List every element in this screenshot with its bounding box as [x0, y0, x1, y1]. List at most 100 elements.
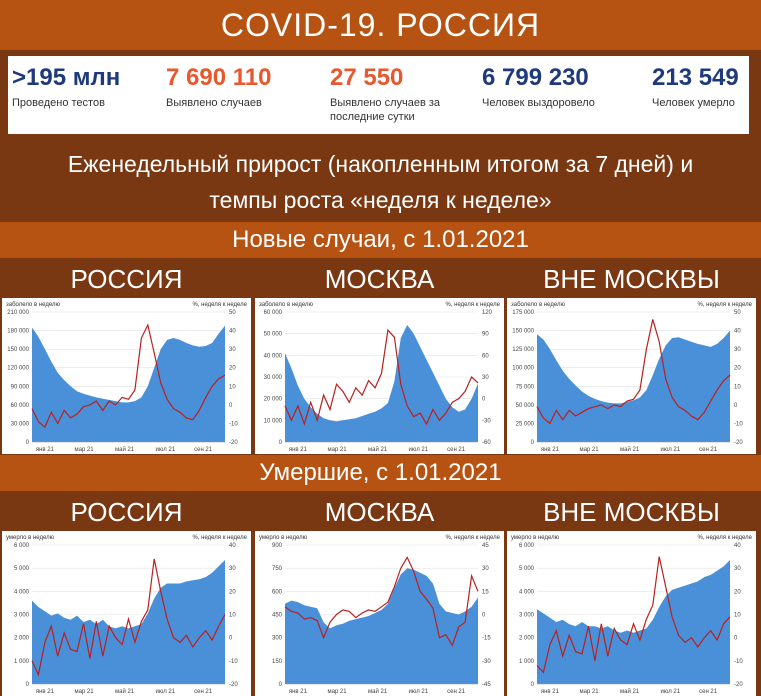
x-tick-label: сен 21	[699, 689, 718, 695]
chart-plot-area: заболело в неделю %, неделя к неделе 210 0…	[2, 298, 251, 454]
line-series	[284, 556, 479, 647]
left-tick-label: 60 000	[11, 403, 30, 409]
right-tick-label: 15	[482, 589, 489, 595]
x-tick-label: янв 21	[36, 689, 55, 695]
chart-svg: умерло в неделю %, неделя к неделе 900 750 6…	[259, 535, 501, 695]
left-tick-label: 2 000	[14, 636, 30, 642]
chart-region-title: МОСКВА	[255, 260, 504, 296]
left-tick-label: 0	[26, 440, 30, 446]
chart-region-title: ВНЕ МОСКВЫ	[507, 493, 756, 529]
page-title: COVID-19. РОССИЯ	[220, 7, 541, 43]
section-cases-header: Новые случаи, с 1.01.2021	[0, 222, 761, 258]
left-tick-label: 210 000	[7, 310, 29, 316]
stat-recovered: 6 799 230 Человек выздоровело	[482, 64, 595, 110]
subtitle-band: Еженедельный прирост (накопленным итогом…	[0, 142, 761, 220]
right-axis-label: %, неделя к неделе	[697, 302, 752, 308]
right-tick-label: 40	[229, 543, 236, 549]
chart-region-title: МОСКВА	[255, 493, 504, 529]
right-tick-label: 10	[229, 384, 236, 390]
left-tick-label: 6 000	[14, 543, 30, 549]
left-tick-label: 50 000	[516, 403, 535, 409]
x-tick-label: май 21	[115, 446, 135, 453]
right-tick-label: 30	[734, 566, 741, 572]
line-series	[31, 323, 226, 429]
x-tick-label: мар 21	[327, 447, 347, 453]
left-tick-label: 150 000	[512, 329, 534, 335]
left-tick-label: 150 000	[7, 347, 29, 353]
stat-daily-label: Выявлено случаев за последние сутки	[330, 97, 441, 123]
area-series	[537, 560, 730, 684]
right-tick-label: 0	[734, 403, 738, 409]
left-tick-label: 750	[272, 566, 283, 572]
right-tick-label: 20	[734, 589, 741, 595]
left-tick-label: 30 000	[264, 375, 283, 381]
chart-plot-area: заболело в неделю %, неделя к неделе 175 0…	[507, 298, 756, 454]
right-tick-label: -15	[482, 636, 491, 642]
area-series	[285, 568, 478, 684]
right-axis-label: %, неделя к неделе	[445, 302, 500, 308]
stat-cases-value: 7 690 110	[166, 64, 272, 91]
right-tick-label: 50	[734, 310, 741, 316]
left-tick-label: 5 000	[14, 566, 30, 572]
chart-panel: МОСКВА заболело в неделю %, неделя к недел…	[255, 260, 504, 454]
right-tick-label: -30	[482, 418, 491, 424]
left-tick-label: 2 000	[519, 636, 535, 642]
stats-panel: >195 млн Проведено тестов 7 690 110 Выяв…	[8, 56, 749, 134]
stat-recovered-label: Человек выздоровело	[482, 97, 595, 109]
x-tick-label: май 21	[368, 446, 388, 453]
line-series	[31, 558, 226, 677]
chart-plot-area: умерло в неделю %, неделя к неделе 6 000 5 …	[507, 531, 756, 696]
left-tick-label: 100 000	[512, 366, 534, 372]
right-tick-label: 30	[482, 375, 489, 381]
chart-plot-area: умерло в неделю %, неделя к неделе 6 000 5 …	[2, 531, 251, 696]
left-axis-label: заболело в неделю	[259, 302, 313, 308]
right-tick-label: 40	[734, 543, 741, 549]
x-tick-label: июл 21	[661, 689, 681, 695]
right-tick-label: 50	[229, 310, 236, 316]
x-tick-label: мар 21	[74, 447, 94, 453]
chart-svg: заболело в неделю %, неделя к неделе 60 00…	[259, 302, 501, 453]
right-tick-label: -60	[482, 440, 491, 446]
x-tick-label: июл 21	[409, 689, 429, 695]
right-tick-label: -45	[482, 682, 491, 688]
right-tick-label: 30	[734, 347, 741, 353]
right-tick-label: 0	[734, 636, 738, 642]
x-tick-label: май 21	[620, 688, 640, 695]
left-tick-label: 25 000	[516, 421, 535, 427]
left-tick-label: 300	[272, 636, 283, 642]
right-tick-label: 0	[482, 397, 486, 403]
left-tick-label: 180 000	[7, 329, 29, 335]
right-tick-label: 20	[229, 366, 236, 372]
right-tick-label: 10	[734, 613, 741, 619]
chart-panel: ВНЕ МОСКВЫ умерло в неделю %, неделя к нед…	[507, 493, 756, 696]
page-header: COVID-19. РОССИЯ	[0, 0, 761, 50]
x-tick-label: мар 21	[327, 689, 347, 695]
right-tick-label: -30	[482, 659, 491, 665]
left-tick-label: 60 000	[264, 310, 283, 316]
right-tick-label: 0	[482, 613, 486, 619]
x-tick-label: май 21	[620, 446, 640, 453]
x-tick-label: сен 21	[447, 447, 466, 453]
section-deaths-title: Умершие, с 1.01.2021	[259, 459, 502, 486]
x-tick-label: сен 21	[447, 689, 466, 695]
subtitle: Еженедельный прирост (накопленным итогом…	[67, 151, 694, 213]
stat-tests-label: Проведено тестов	[12, 97, 105, 109]
right-tick-label: -10	[734, 421, 743, 427]
right-tick-label: 45	[482, 543, 489, 549]
left-tick-label: 1 000	[14, 659, 30, 665]
left-axis-label: умерло в неделю	[6, 535, 55, 541]
chart-svg: умерло в неделю %, неделя к неделе 6 000 5 …	[511, 535, 753, 695]
left-tick-label: 175 000	[512, 310, 534, 316]
chart-region-title: ВНЕ МОСКВЫ	[507, 260, 756, 296]
chart-region-title: РОССИЯ	[2, 260, 251, 296]
chart-panel: РОССИЯ заболело в неделю %, неделя к недел…	[2, 260, 251, 454]
left-tick-label: 1 000	[519, 659, 535, 665]
left-tick-label: 0	[531, 682, 535, 688]
area-series	[537, 330, 730, 442]
right-tick-label: 10	[734, 384, 741, 390]
left-tick-label: 50 000	[264, 332, 283, 338]
line-series	[536, 556, 731, 674]
stat-deaths: 213 549 Человек умерло	[652, 64, 739, 110]
x-tick-label: сен 21	[194, 689, 213, 695]
left-tick-label: 0	[279, 440, 283, 446]
